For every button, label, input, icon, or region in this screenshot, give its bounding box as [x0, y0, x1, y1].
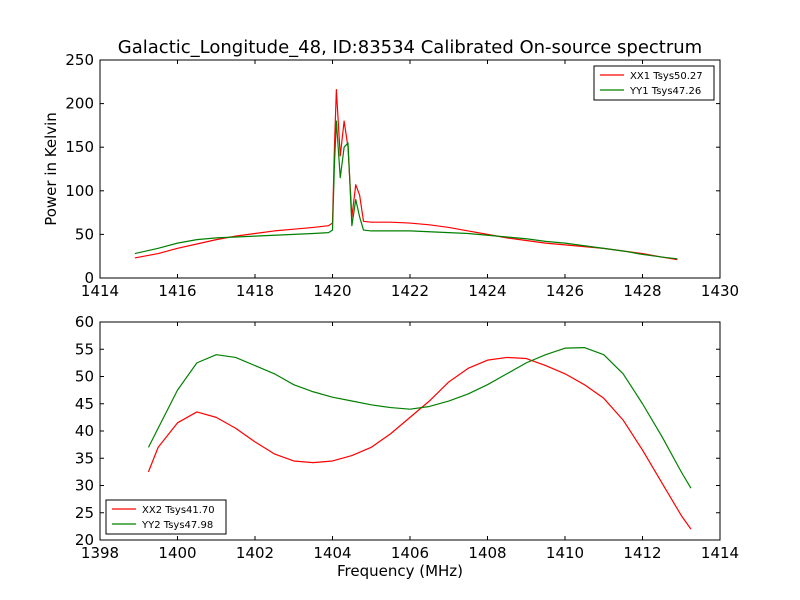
legend-entry-label: YY1 Tsys47.26 — [629, 86, 701, 97]
legend-entry-label: XX2 Tsys41.70 — [142, 505, 215, 516]
x-tick-label: 1404 — [313, 544, 351, 562]
y-tick-label: 200 — [65, 95, 94, 113]
x-tick-label: 1418 — [236, 282, 274, 300]
y-tick-label: 35 — [75, 449, 94, 467]
y-tick-label: 20 — [75, 531, 94, 549]
x-tick-label: 1424 — [468, 282, 506, 300]
y-tick-label: 150 — [65, 138, 94, 156]
y-tick-label: 30 — [75, 477, 94, 495]
x-tick-label: 1416 — [158, 282, 196, 300]
legend-entry-label: XX1 Tsys50.27 — [630, 71, 703, 82]
y-tick-label: 45 — [75, 395, 94, 413]
x-tick-label: 1422 — [391, 282, 429, 300]
x-tick-label: 1414 — [81, 282, 119, 300]
x-tick-label: 1402 — [236, 544, 274, 562]
x-tick-label: 1420 — [313, 282, 351, 300]
y-tick-label: 40 — [75, 422, 94, 440]
legend: XX1 Tsys50.27 YY1 Tsys47.26 — [593, 65, 715, 101]
y-tick-label: 55 — [75, 340, 94, 358]
x-tick-label: 1406 — [391, 544, 429, 562]
top-plot: 1414 1416 1418 1420 1422 1424 1426 1428 1430 0 50 1… — [42, 51, 739, 300]
series-line-red — [134, 89, 678, 261]
x-tick-label: 1410 — [546, 544, 584, 562]
series-line-green — [147, 347, 692, 489]
x-tick-label: 1412 — [623, 544, 661, 562]
series-line-red — [147, 356, 692, 530]
y-tick-label: 100 — [65, 182, 94, 200]
legend: XX2 Tsys41.70 YY2 Tsys47.98 — [105, 499, 227, 535]
y-tick-label: 25 — [75, 504, 94, 522]
figure-title: Galactic_Longitude_48, ID:83534 Calibrat… — [118, 37, 702, 58]
legend-box — [105, 499, 227, 535]
x-tick-label: 1430 — [701, 282, 739, 300]
y-tick-label: 60 — [75, 313, 94, 331]
series-line-green — [134, 120, 678, 260]
legend-entry-label: YY2 Tsys47.98 — [141, 520, 213, 531]
x-tick-label: 1426 — [546, 282, 584, 300]
x-tick-label: 1398 — [81, 544, 119, 562]
bottom-plot: 1398 1400 1402 1404 1406 1408 1410 1412 1414 20 25… — [75, 313, 739, 580]
y-tick-label: 250 — [65, 51, 94, 69]
x-tick-label: 1428 — [623, 282, 661, 300]
x-axis-label: Frequency (MHz) — [337, 562, 463, 580]
legend-box — [593, 65, 715, 101]
y-tick-label: 0 — [84, 269, 94, 287]
x-tick-label: 1408 — [468, 544, 506, 562]
y-tick-label: 50 — [75, 368, 94, 386]
x-tick-label: 1400 — [158, 544, 196, 562]
y-tick-label: 50 — [75, 225, 94, 243]
x-tick-label: 1414 — [701, 544, 739, 562]
y-axis-label: Power in Kelvin — [42, 112, 60, 226]
